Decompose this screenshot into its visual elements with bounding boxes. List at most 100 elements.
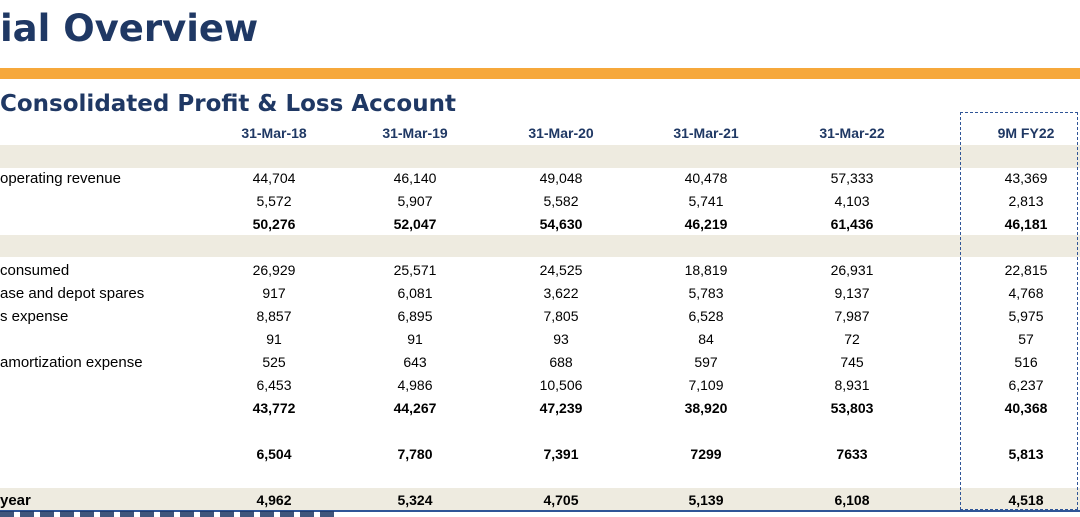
table-cell: 25,571 (393, 262, 437, 278)
table-cell: 40,368 (1004, 400, 1048, 416)
table-row: amortization expense 525 643 688 597 745… (0, 351, 1080, 374)
table-cell: 5,572 (256, 193, 292, 209)
table-cell: 5,813 (1008, 446, 1044, 462)
table-cell: 2,813 (1008, 193, 1044, 209)
table-cell: 26,931 (830, 262, 874, 278)
table-cell: 7299 (690, 446, 722, 462)
table-cell: 917 (262, 285, 286, 301)
table-cell: 6,528 (688, 308, 724, 324)
table-cell: 91 (266, 331, 282, 347)
section-band (0, 235, 1080, 257)
column-header: 31-Mar-18 (241, 125, 307, 141)
table-cell: 4,103 (834, 193, 870, 209)
table-cell: 44,704 (252, 170, 296, 186)
table-row: consumed 26,929 25,571 24,525 18,819 26,… (0, 259, 1080, 282)
table-cell: 8,857 (256, 308, 292, 324)
table-cell: 688 (549, 354, 573, 370)
table-cell: 6,081 (397, 285, 433, 301)
section-band (0, 145, 1080, 168)
table-cell: 597 (694, 354, 718, 370)
table-row: ase and depot spares 917 6,081 3,622 5,7… (0, 282, 1080, 305)
table-cell: 4,518 (1008, 492, 1044, 508)
table-row: year 4,962 5,324 4,705 5,139 6,108 4,518 (0, 489, 1080, 512)
table-row: 43,772 44,267 47,239 38,920 53,803 40,36… (0, 397, 1080, 420)
row-label: amortization expense (0, 354, 143, 371)
table-row: 6,453 4,986 10,506 7,109 8,931 6,237 (0, 374, 1080, 397)
table-cell: 7,780 (397, 446, 433, 462)
table-row: 6,504 7,780 7,391 7299 7633 5,813 (0, 443, 1080, 466)
table-cell: 22,815 (1004, 262, 1048, 278)
table-cell: 38,920 (684, 400, 728, 416)
table-cell: 4,962 (256, 492, 292, 508)
table-cell: 46,181 (1004, 216, 1048, 232)
table-cell: 50,276 (252, 216, 296, 232)
accent-bar (0, 68, 1080, 79)
row-label: ase and depot spares (0, 285, 145, 302)
table-cell: 5,582 (543, 193, 579, 209)
cropped-heading-fragment (0, 511, 340, 517)
table-cell: 516 (1014, 354, 1038, 370)
table-cell: 61,436 (830, 216, 874, 232)
table-cell: 52,047 (393, 216, 437, 232)
column-header: 31-Mar-20 (528, 125, 594, 141)
table-cell: 4,705 (543, 492, 579, 508)
table-row: 5,572 5,907 5,582 5,741 4,103 2,813 (0, 190, 1080, 213)
table-cell: 91 (407, 331, 423, 347)
table-cell: 54,630 (539, 216, 583, 232)
table-cell: 3,622 (543, 285, 579, 301)
section-title: Consolidated Profit & Loss Account (0, 91, 456, 117)
table-row: 50,276 52,047 54,630 46,219 61,436 46,18… (0, 213, 1080, 236)
table-cell: 40,478 (684, 170, 728, 186)
table-row: operating revenue 44,704 46,140 49,048 4… (0, 167, 1080, 190)
table-cell: 47,239 (539, 400, 583, 416)
section-band (0, 488, 1080, 510)
table-cell: 8,931 (834, 377, 870, 393)
table-cell: 4,768 (1008, 285, 1044, 301)
table-cell: 7,391 (543, 446, 579, 462)
column-header: 31-Mar-22 (819, 125, 885, 141)
row-label: consumed (0, 262, 70, 279)
table-cell: 24,525 (539, 262, 583, 278)
table-cell: 6,895 (397, 308, 433, 324)
row-label: s expense (0, 308, 69, 325)
table-cell: 57 (1018, 331, 1034, 347)
column-header: 9M FY22 (997, 125, 1055, 141)
table-cell: 9,137 (834, 285, 870, 301)
table-cell: 4,986 (397, 377, 433, 393)
table-cell: 5,139 (688, 492, 724, 508)
table-cell: 43,772 (252, 400, 296, 416)
table-cell: 5,324 (397, 492, 433, 508)
column-header: 31-Mar-19 (382, 125, 448, 141)
table-row: 91 91 93 84 72 57 (0, 328, 1080, 351)
table-cell: 5,783 (688, 285, 724, 301)
table-cell: 7,109 (688, 377, 724, 393)
table-cell: 5,741 (688, 193, 724, 209)
table-cell: 43,369 (1004, 170, 1048, 186)
table-cell: 53,803 (830, 400, 874, 416)
table-cell: 745 (840, 354, 864, 370)
table-cell: 10,506 (539, 377, 583, 393)
table-cell: 5,907 (397, 193, 433, 209)
table-cell: 84 (698, 331, 714, 347)
table-cell: 49,048 (539, 170, 583, 186)
divider (0, 510, 1080, 512)
table-cell: 643 (403, 354, 427, 370)
table-cell: 7,987 (834, 308, 870, 324)
table-cell: 5,975 (1008, 308, 1044, 324)
table-cell: 6,237 (1008, 377, 1044, 393)
table-cell: 18,819 (684, 262, 728, 278)
table-cell: 6,108 (834, 492, 870, 508)
table-cell: 6,453 (256, 377, 292, 393)
table-cell: 93 (553, 331, 569, 347)
table-cell: 46,219 (684, 216, 728, 232)
row-label: operating revenue (0, 170, 121, 187)
row-label: year (0, 492, 31, 509)
table-cell: 7633 (836, 446, 868, 462)
page-title: ial Overview (0, 7, 259, 50)
table-cell: 57,333 (830, 170, 874, 186)
table-cell: 46,140 (393, 170, 437, 186)
table-cell: 525 (262, 354, 286, 370)
table-cell: 72 (844, 331, 860, 347)
column-header-row: 31-Mar-18 31-Mar-19 31-Mar-20 31-Mar-21 … (0, 122, 1080, 144)
column-header: 31-Mar-21 (673, 125, 739, 141)
